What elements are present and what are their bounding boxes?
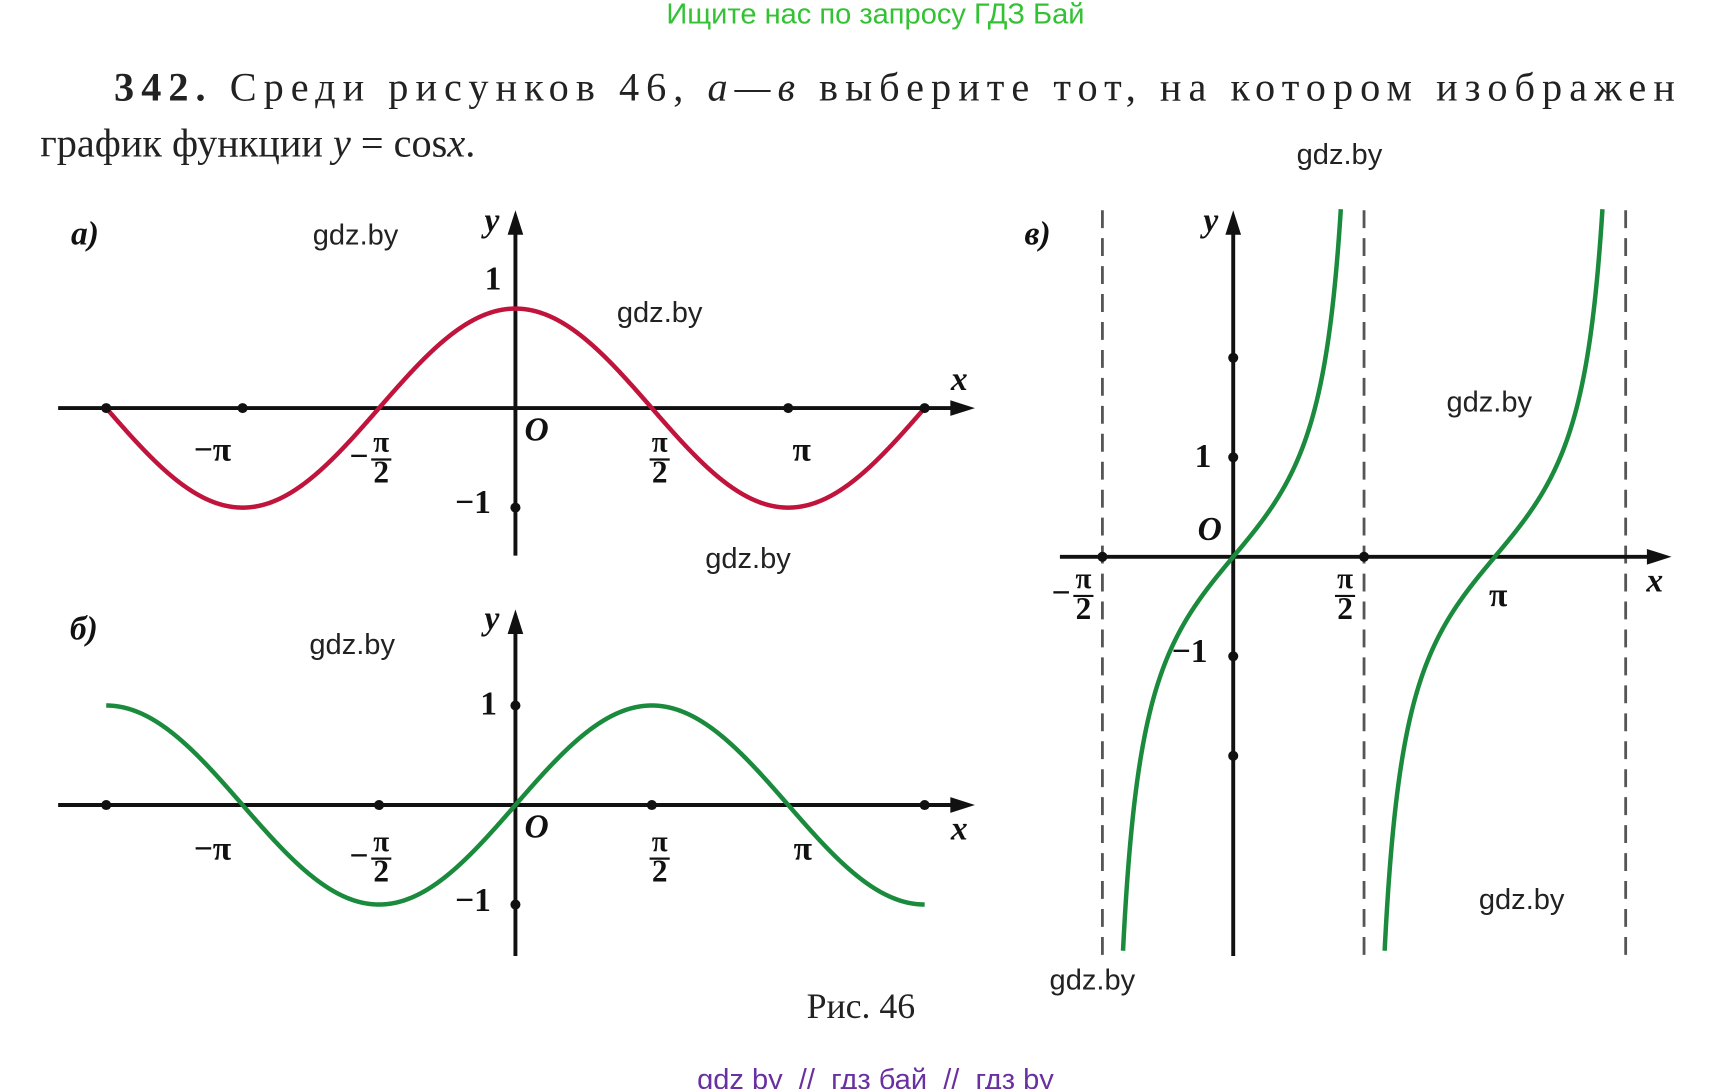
function-curve — [104, 306, 927, 510]
text: Среди рисунков 46, — [213, 65, 701, 110]
text: . — [465, 121, 475, 166]
problem-number: 342. — [114, 65, 206, 110]
y-tick-label: 1 — [480, 685, 497, 722]
axis-dot — [510, 502, 521, 513]
y-tick-label: −1 — [455, 882, 491, 919]
y-arrow — [1225, 210, 1242, 235]
watermark: gdz.by — [309, 629, 395, 661]
axis-dot — [919, 403, 930, 414]
axis-label: y — [481, 600, 500, 637]
origin-label: O — [525, 411, 549, 448]
problem-line: график функции y = cosx. — [40, 121, 475, 166]
watermark: gdz.by — [1297, 139, 1383, 171]
x-arrow — [950, 797, 975, 813]
axis-dot — [1359, 551, 1370, 562]
axis-dot — [783, 403, 794, 414]
caption: Рис. 46 — [807, 986, 916, 1026]
axis-dot — [237, 403, 248, 414]
text: выберите тот, на котором изображен — [802, 65, 1675, 110]
text: y — [329, 121, 351, 166]
x-tick-denominator: 2 — [652, 854, 668, 889]
y-tick-label: 1 — [1195, 438, 1212, 475]
x-tick-label: π — [1489, 577, 1508, 614]
watermark: gdz.by — [617, 297, 703, 329]
watermark: gdz.by — [1050, 964, 1136, 996]
x-tick-denominator: 2 — [1337, 591, 1353, 626]
axis-dot — [1228, 352, 1239, 363]
x-tick-denominator: 2 — [1076, 591, 1092, 626]
x-tick-denominator: 2 — [373, 454, 389, 489]
y-tick-label: 1 — [485, 260, 502, 297]
figure-label: а) — [71, 216, 99, 253]
x-tick-numerator: π — [652, 826, 668, 858]
x-tick-sign: − — [349, 438, 368, 475]
axis-dot — [919, 799, 930, 811]
axis-dot — [1228, 452, 1239, 463]
text: а—в — [707, 65, 794, 110]
origin-label: O — [1198, 511, 1222, 548]
axis-label: y — [481, 202, 500, 239]
x-tick-label: −π — [194, 432, 232, 469]
axis-dot — [1097, 551, 1108, 562]
axis-dot — [373, 799, 385, 811]
x-tick-numerator: π — [652, 427, 668, 459]
figure-label: в) — [1024, 216, 1050, 253]
axis-label: x — [950, 361, 968, 398]
axis-label: x — [1645, 562, 1663, 599]
x-tick-numerator: π — [1075, 563, 1091, 595]
origin-label: O — [525, 808, 549, 845]
x-arrow — [1646, 548, 1672, 565]
x-tick-label: −π — [194, 831, 232, 868]
function-curve — [1120, 209, 1605, 951]
x-tick-denominator: 2 — [652, 454, 668, 489]
text: график функции — [40, 121, 333, 166]
x-tick-label: π — [792, 432, 811, 469]
function-curve — [106, 703, 925, 907]
x-tick-numerator: π — [1337, 563, 1353, 595]
x-tick-sign: − — [349, 837, 368, 874]
y-tick-label: −1 — [1172, 633, 1208, 670]
figure-label: б) — [70, 610, 98, 647]
axis-dot — [510, 899, 521, 910]
problem-line: 342. Среди рисунков 46, а—в выберите тот… — [114, 65, 1675, 110]
x-arrow — [950, 400, 975, 416]
banner: Ищите нас по запросу ГДЗ Бай — [666, 0, 1084, 30]
axis-dot — [101, 403, 112, 414]
text: = cos — [351, 121, 447, 166]
axis-dot — [101, 799, 112, 811]
watermark: gdz.by — [1479, 884, 1565, 916]
watermark: gdz.by — [1446, 386, 1532, 418]
axis-dot — [646, 799, 657, 811]
y-arrow — [507, 210, 524, 235]
x-tick-denominator: 2 — [373, 854, 389, 889]
x-tick-numerator: π — [373, 826, 389, 858]
x-tick-sign: − — [1051, 575, 1070, 612]
x-tick-numerator: π — [373, 427, 389, 459]
y-tick-label: −1 — [455, 484, 491, 521]
axis-label: y — [1199, 202, 1218, 239]
axis-label: x — [950, 811, 968, 848]
x-tick-label: π — [794, 831, 813, 868]
axis-dot — [1228, 651, 1239, 662]
axis-dot — [510, 700, 521, 711]
text: x — [446, 121, 465, 166]
footer: gdz by // гдз бай // гдз by — [697, 1064, 1054, 1089]
watermark: gdz.by — [313, 220, 399, 252]
y-arrow — [507, 609, 524, 634]
watermark: gdz.by — [705, 543, 791, 575]
axis-dot — [1228, 750, 1239, 761]
